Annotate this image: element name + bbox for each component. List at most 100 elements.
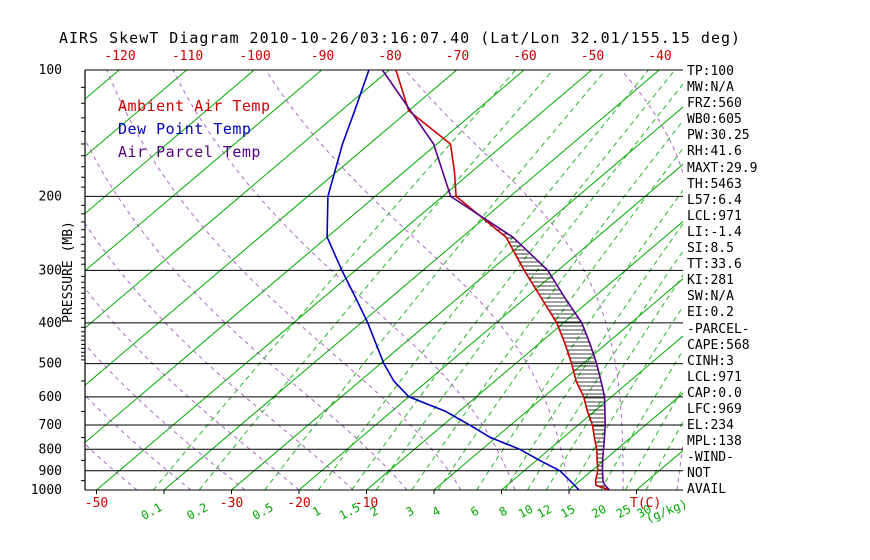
isotherm-line <box>366 220 683 490</box>
mixing-ratio-line <box>476 189 683 490</box>
bottom-temp-label: -20 <box>287 496 310 511</box>
mixing-ratio-label: 2 <box>368 504 381 520</box>
isotherm-line <box>85 70 323 272</box>
mixing-ratio-line <box>317 70 649 490</box>
mixing-ratio-line <box>153 70 516 490</box>
metric-line: EL:234 <box>687 418 734 434</box>
metric-line: SW:N/A <box>687 289 734 305</box>
mixing-ratio-label: 10 <box>516 502 535 521</box>
mixing-ratio-label: 1 <box>310 504 323 520</box>
mixing-ratio-label: 4 <box>430 504 443 520</box>
pressure-tick-label: 600 <box>39 390 62 405</box>
metric-line: TH:5463 <box>687 176 742 192</box>
mixing-ratio-line <box>437 147 683 490</box>
dew-point-temp-curve <box>326 70 580 490</box>
top-axis-label: -40 <box>648 49 671 64</box>
mixing-ratio-line <box>198 70 554 490</box>
mixing-ratio-label: 30 <box>634 502 653 521</box>
top-axis-label: -80 <box>378 49 401 64</box>
pressure-tick-label: 500 <box>39 357 62 372</box>
legend: Ambient Air Temp Dew Point Temp Air Parcel… <box>118 95 271 164</box>
mixing-ratio-line <box>545 274 683 490</box>
mixing-ratio-line <box>375 83 683 490</box>
moist-adiabat-line <box>85 138 408 490</box>
pressure-tick-label: 100 <box>39 63 62 78</box>
mixing-ratio-label: 0.5 <box>250 500 276 523</box>
mixing-ratio-label: 15 <box>558 502 577 521</box>
top-axis-label: -70 <box>446 49 469 64</box>
mixing-ratio-label: 0.1 <box>139 500 165 523</box>
metric-line: FRZ:560 <box>687 96 742 112</box>
mixing-ratio-line <box>411 119 683 490</box>
pressure-tick-label: 900 <box>39 464 62 479</box>
mixing-ratio-line <box>351 70 676 490</box>
top-axis-label: -110 <box>172 49 203 64</box>
moist-adiabat-line <box>172 70 516 490</box>
metric-line: EI:0.2 <box>687 305 734 321</box>
metric-line: KI:281 <box>687 273 734 289</box>
isotherm-line <box>96 70 593 490</box>
chart-title: AIRS SkewT Diagram 2010-10-26/03:16:07.4… <box>58 29 742 47</box>
moist-adiabat-line <box>405 70 624 490</box>
air-parcel-temp-curve <box>381 70 611 490</box>
top-axis-label: -90 <box>311 49 334 64</box>
isotherm-line <box>433 278 683 490</box>
pressure-tick-label: 1000 <box>31 483 62 498</box>
metric-line: LI:-1.4 <box>687 224 742 240</box>
top-axis-label: -120 <box>104 49 135 64</box>
bottom-temp-label: -30 <box>220 496 243 511</box>
metric-line: L57:6.4 <box>687 192 742 208</box>
moist-adiabat-line <box>620 70 683 490</box>
metric-line: PW:30.25 <box>687 128 750 144</box>
metric-line: MPL:138 <box>687 434 742 450</box>
mixing-ratio-line <box>264 70 606 490</box>
isotherm-line <box>85 70 188 157</box>
moist-adiabat-line <box>106 70 462 490</box>
mixing-ratio-label: 8 <box>497 504 510 520</box>
mixing-ratio-label: 25 <box>614 502 633 521</box>
temp-unit-label: T(C) <box>630 496 661 511</box>
metric-line: -WIND- <box>687 450 734 466</box>
metric-line: WB0:605 <box>687 112 742 128</box>
isotherm-line <box>85 70 525 444</box>
top-axis-label: -60 <box>513 49 536 64</box>
moist-adiabat-line <box>85 287 300 490</box>
bottom-temp-label: -10 <box>355 496 378 511</box>
metric-line: LCL:971 <box>687 369 742 385</box>
metric-line: LFC:969 <box>687 401 742 417</box>
isotherm-line <box>163 70 660 490</box>
legend-item: Air Parcel Temp <box>118 143 261 161</box>
isotherm-line <box>298 163 683 490</box>
moist-adiabat-line <box>85 222 354 490</box>
metric-line: RH:41.6 <box>687 144 742 160</box>
mixing-ratio-line <box>527 250 683 490</box>
mixing-ratio-line <box>600 349 683 490</box>
pressure-tick-label: 800 <box>39 442 62 457</box>
metric-line: AVAIL <box>687 482 727 498</box>
isotherm-line <box>568 392 683 490</box>
metric-line: -PARCEL- <box>687 321 750 337</box>
sounding-layer <box>326 70 611 490</box>
pressure-axis-title: PRESSURE (MB) <box>61 221 76 323</box>
mixing-ratio-label: 6 <box>468 504 481 520</box>
mixing-ratio-line <box>645 420 683 490</box>
metric-line: CAPE:568 <box>687 337 750 353</box>
metric-line: LCL:971 <box>687 208 742 224</box>
legend-item: Dew Point Temp <box>118 120 252 138</box>
mixing-ratio-label: 3 <box>403 504 416 520</box>
metric-line: NOT <box>687 466 711 482</box>
mixing-ratio-label: 20 <box>589 502 608 521</box>
plot-background <box>85 70 683 490</box>
metric-line: CAP:0.0 <box>687 385 742 401</box>
bottom-temp-label: -50 <box>85 496 108 511</box>
pressure-tick-label: 400 <box>39 316 62 331</box>
top-axis-label: -100 <box>239 49 270 64</box>
metric-line: CINH:3 <box>687 353 734 369</box>
moist-adiabat-line <box>265 70 570 490</box>
mixing-ratio-label: 12 <box>535 502 554 521</box>
legend-item: Ambient Air Temp <box>118 97 271 115</box>
pressure-tick-label: 300 <box>39 263 62 278</box>
metric-line: MAXT:29.9 <box>687 160 758 176</box>
